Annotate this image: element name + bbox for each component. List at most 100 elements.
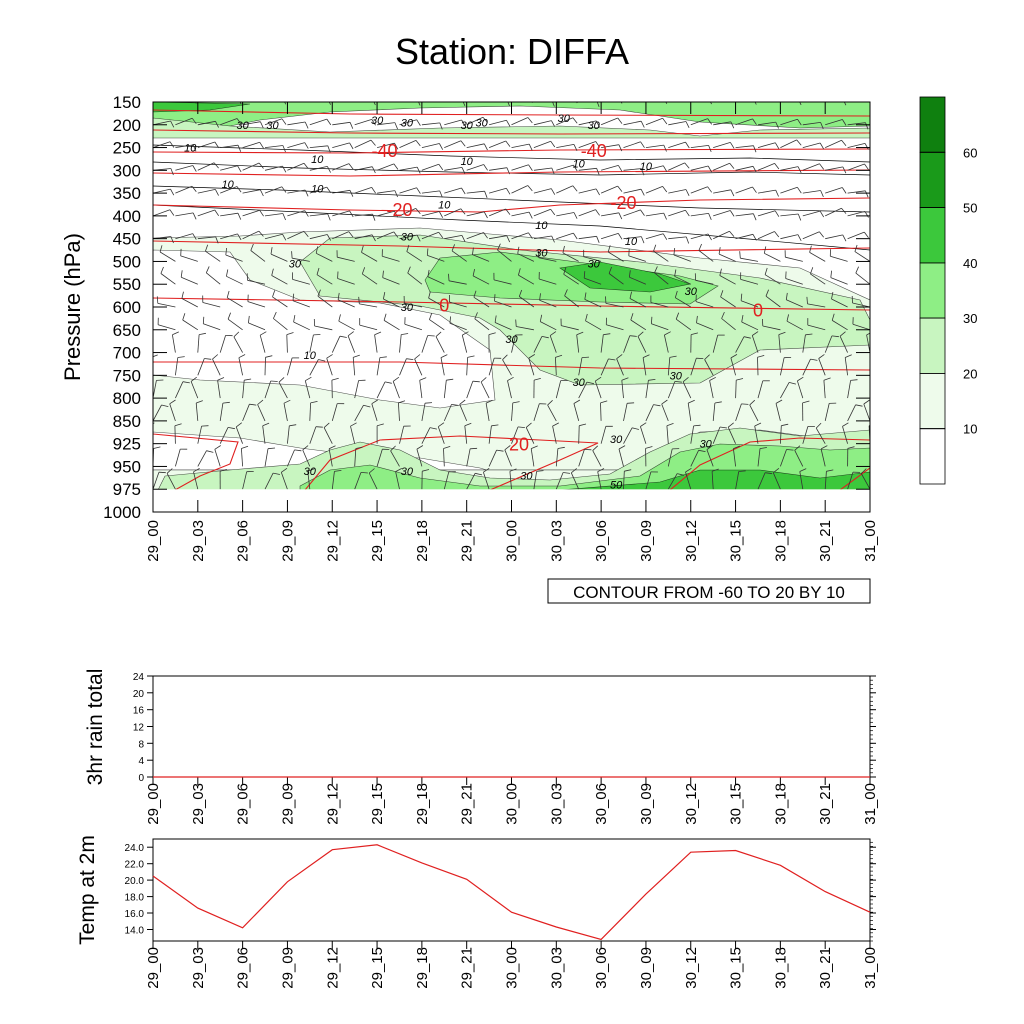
- pressure-tick-label: 350: [113, 184, 141, 203]
- wind-barb-flag: [797, 166, 802, 173]
- wind-barb-shaft: [695, 301, 714, 308]
- wind-barb-flag: [370, 139, 376, 146]
- wind-barb-flag: [888, 99, 891, 105]
- wind-barb-shaft: [607, 251, 624, 262]
- wind-barb-flag: [448, 273, 450, 281]
- wind-barb-shaft: [802, 102, 804, 103]
- wind-barb-flag: [839, 331, 846, 337]
- wind-barb-flag: [429, 427, 437, 430]
- wind-barb-flag: [563, 267, 567, 275]
- wind-barb-flag: [286, 332, 294, 335]
- wind-barb-flag: [191, 117, 197, 125]
- wind-barb-flag: [802, 400, 810, 404]
- wind-barb-shaft: [507, 380, 512, 399]
- wind-barb-shaft: [316, 274, 333, 285]
- wind-barb-shaft: [556, 212, 575, 217]
- wind-barb-shaft: [600, 165, 619, 171]
- wind-barb-shaft: [600, 358, 609, 376]
- wind-barb-shaft: [623, 335, 631, 353]
- wind-barb-flag: [494, 294, 496, 302]
- wind-barb-shaft: [427, 276, 445, 285]
- temp-contour-line: [153, 361, 870, 371]
- panel-time-label: 30_18: [772, 947, 789, 989]
- wind-barb-flag: [864, 211, 869, 218]
- wind-barb-shaft: [556, 185, 573, 194]
- wind-barb-shaft: [466, 190, 485, 194]
- wind-barb-flag: [371, 399, 378, 405]
- wind-barb-flag: [429, 312, 433, 320]
- wind-barb-flag: [473, 290, 477, 298]
- panel-y-axis-label: 3hr rain total: [84, 669, 107, 786]
- wind-barb-shaft: [473, 296, 490, 308]
- wind-barb-flag: [666, 423, 674, 427]
- wind-barb-flag: [283, 399, 291, 404]
- wind-barb-flag: [488, 332, 496, 335]
- wind-barb-shaft: [354, 380, 359, 399]
- panel-y-tick-label: 16: [133, 706, 145, 717]
- panel-y-tick-label: 14.0: [125, 926, 145, 937]
- wind-barb-shaft: [419, 380, 423, 399]
- wind-barb-flag: [688, 399, 695, 404]
- wind-barb-shaft: [623, 209, 641, 217]
- wind-barb-flag: [318, 359, 326, 362]
- wind-barb-shaft: [690, 118, 708, 126]
- wind-barb-shaft: [220, 144, 239, 148]
- wind-barb-shaft: [825, 139, 842, 148]
- wind-barb-shaft: [578, 188, 597, 194]
- wind-barb-shaft: [287, 449, 295, 467]
- wind-barb-shaft: [668, 162, 685, 171]
- wind-barb-shaft: [493, 279, 512, 285]
- wind-barb-flag: [467, 355, 475, 358]
- wind-barb-shaft: [511, 185, 528, 194]
- wind-barb-shaft: [516, 326, 534, 331]
- wind-barb-flag: [551, 235, 555, 243]
- wind-barb-shaft: [666, 425, 669, 444]
- wind-barb-flag: [710, 102, 712, 105]
- wind-barb-flag: [315, 246, 319, 254]
- wind-barb-shaft: [690, 425, 694, 444]
- wind-barb-shaft: [802, 142, 821, 148]
- wind-barb-shaft: [242, 121, 261, 126]
- wind-barb-shaft: [376, 210, 395, 217]
- wind-barb-shaft: [825, 207, 842, 217]
- wind-barb-shaft: [466, 448, 471, 467]
- wind-barb-shaft: [740, 279, 759, 285]
- wind-barb-shaft: [247, 279, 266, 285]
- wind-barb-flag: [707, 186, 713, 193]
- wind-barb-flag: [886, 209, 890, 214]
- wind-barb-shaft: [197, 358, 205, 376]
- wind-barb-shaft: [474, 318, 490, 331]
- wind-barb-flag: [282, 213, 286, 221]
- wind-barb-flag: [740, 293, 743, 301]
- wind-barb-flag: [842, 119, 847, 126]
- wind-barb-shaft: [444, 235, 463, 240]
- wind-barb-shaft: [383, 320, 400, 331]
- wind-barb-flag: [621, 377, 629, 381]
- wind-barb-shaft: [561, 325, 579, 331]
- wind-barb-shaft: [399, 187, 417, 194]
- wind-barb-shaft: [668, 189, 687, 194]
- wind-barb-shaft: [661, 403, 669, 422]
- pressure-tick-label: 550: [113, 275, 141, 294]
- rh-contour-label: 30: [505, 334, 518, 346]
- wind-barb-shaft: [227, 318, 243, 331]
- panel-time-label: 30_00: [504, 783, 521, 825]
- wind-barb-shaft: [785, 278, 803, 285]
- wind-barb-flag: [427, 335, 435, 337]
- wind-barb-flag: [595, 120, 600, 128]
- wind-barb-flag: [775, 399, 783, 404]
- wind-barb-shaft: [869, 147, 870, 148]
- wind-barb-shaft: [443, 471, 450, 490]
- wind-barb-shaft: [825, 166, 843, 171]
- wind-barb-flag: [237, 213, 242, 220]
- wind-barb-flag: [327, 166, 331, 173]
- wind-barb-shaft: [758, 102, 760, 103]
- wind-barb-shaft: [578, 167, 597, 171]
- wind-barb-shaft: [399, 166, 418, 171]
- wind-barb-shaft: [494, 300, 512, 308]
- wind-barb-shaft: [764, 274, 781, 285]
- wind-barb-shaft: [488, 208, 506, 217]
- wind-barb-shaft: [585, 320, 602, 331]
- wind-barb-shaft: [704, 359, 714, 376]
- wind-barb-flag: [415, 208, 421, 215]
